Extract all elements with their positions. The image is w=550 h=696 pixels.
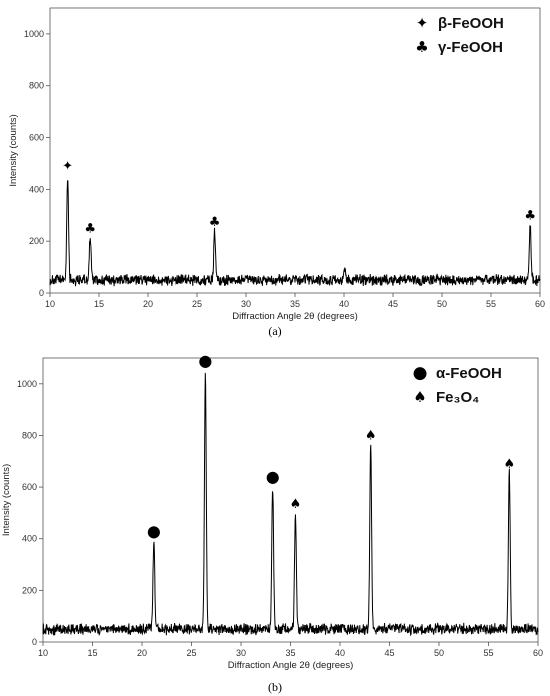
y-tick-label: 800 bbox=[22, 430, 37, 440]
x-tick-label: 15 bbox=[94, 299, 104, 309]
peak-marker: ✦ bbox=[62, 159, 73, 174]
y-tick-label: 200 bbox=[22, 585, 37, 595]
x-tick-label: 45 bbox=[388, 299, 398, 309]
legend-label: Fe₃O₄ bbox=[436, 389, 479, 406]
x-tick-label: 25 bbox=[192, 299, 202, 309]
diffraction-trace bbox=[49, 180, 541, 287]
panel-a-caption: (a) bbox=[268, 324, 282, 338]
legend-symbol-icon: ♣ bbox=[415, 38, 428, 56]
x-tick-label: 20 bbox=[137, 648, 147, 658]
x-tick-label: 10 bbox=[38, 648, 48, 658]
panel-b-caption: (b) bbox=[268, 680, 282, 694]
x-tick-label: 15 bbox=[87, 648, 97, 658]
y-tick-label: 600 bbox=[29, 133, 44, 143]
panel-b-chart: 10 15 20 25 30 35 40 45 50 55 60 0 200 400 600 800 1000 D… bbox=[0, 340, 550, 696]
xrd-chart-a: 10 15 20 25 30 35 40 45 50 55 6002004006008001000D… bbox=[8, 7, 545, 322]
y-tick-label: 0 bbox=[32, 637, 37, 647]
x-tick-label: 40 bbox=[339, 299, 349, 309]
y-tick-label: 200 bbox=[29, 236, 44, 246]
peak-marker: ● bbox=[147, 521, 161, 540]
x-tick-label: 55 bbox=[483, 648, 493, 658]
x-tick-label: 50 bbox=[437, 299, 447, 309]
y-axis-label: Intensity (counts) bbox=[1, 464, 12, 536]
x-tick-label: 10 bbox=[45, 299, 55, 309]
xrd-chart-b: 10 15 20 25 30 35 40 45 50 55 6002004006008001000D… bbox=[1, 351, 543, 671]
peak-marker: ♣ bbox=[84, 221, 96, 236]
peak-marker: ● bbox=[198, 351, 212, 370]
panel-a-chart: 10 15 20 25 30 35 40 45 50 55 60 0 200 400 600 800 1000 D… bbox=[0, 0, 550, 340]
peak-marker: ♠ bbox=[365, 428, 377, 443]
legend-symbol-icon: ● bbox=[413, 363, 428, 383]
y-tick-label: 1000 bbox=[17, 379, 37, 389]
x-axis-label: Diffraction Angle 2θ (degrees) bbox=[232, 311, 358, 322]
y-tick-label: 800 bbox=[29, 81, 44, 91]
x-tick-label: 30 bbox=[241, 299, 251, 309]
y-tick-label: 400 bbox=[22, 534, 37, 544]
legend-symbol-icon: ✦ bbox=[416, 14, 429, 32]
legend-symbol-icon: ♠ bbox=[413, 388, 426, 406]
peak-marker: ♣ bbox=[524, 208, 536, 223]
x-tick-label: 25 bbox=[186, 648, 196, 658]
x-tick-label: 35 bbox=[290, 299, 300, 309]
legend-label: α-FeOOH bbox=[436, 365, 502, 382]
diffraction-trace bbox=[42, 372, 539, 637]
x-tick-label: 60 bbox=[533, 648, 543, 658]
legend-label: γ-FeOOH bbox=[438, 39, 503, 56]
x-tick-label: 60 bbox=[535, 299, 545, 309]
legend-label: β-FeOOH bbox=[438, 15, 504, 32]
x-axis-label: Diffraction Angle 2θ (degrees) bbox=[228, 660, 354, 671]
peak-marker: ♠ bbox=[503, 457, 515, 472]
y-tick-label: 1000 bbox=[24, 29, 44, 39]
peak-marker: ♠ bbox=[290, 497, 302, 512]
y-tick-label: 400 bbox=[29, 184, 44, 194]
x-tick-label: 35 bbox=[285, 648, 295, 658]
y-axis-label: Intensity (counts) bbox=[8, 114, 19, 186]
x-tick-label: 55 bbox=[486, 299, 496, 309]
y-tick-label: 0 bbox=[39, 288, 44, 298]
x-tick-label: 50 bbox=[434, 648, 444, 658]
x-tick-label: 30 bbox=[236, 648, 246, 658]
x-tick-label: 20 bbox=[143, 299, 153, 309]
y-tick-label: 600 bbox=[22, 482, 37, 492]
peak-marker: ♣ bbox=[209, 215, 221, 230]
peak-marker: ● bbox=[266, 467, 280, 486]
x-tick-label: 40 bbox=[335, 648, 345, 658]
x-tick-label: 45 bbox=[384, 648, 394, 658]
